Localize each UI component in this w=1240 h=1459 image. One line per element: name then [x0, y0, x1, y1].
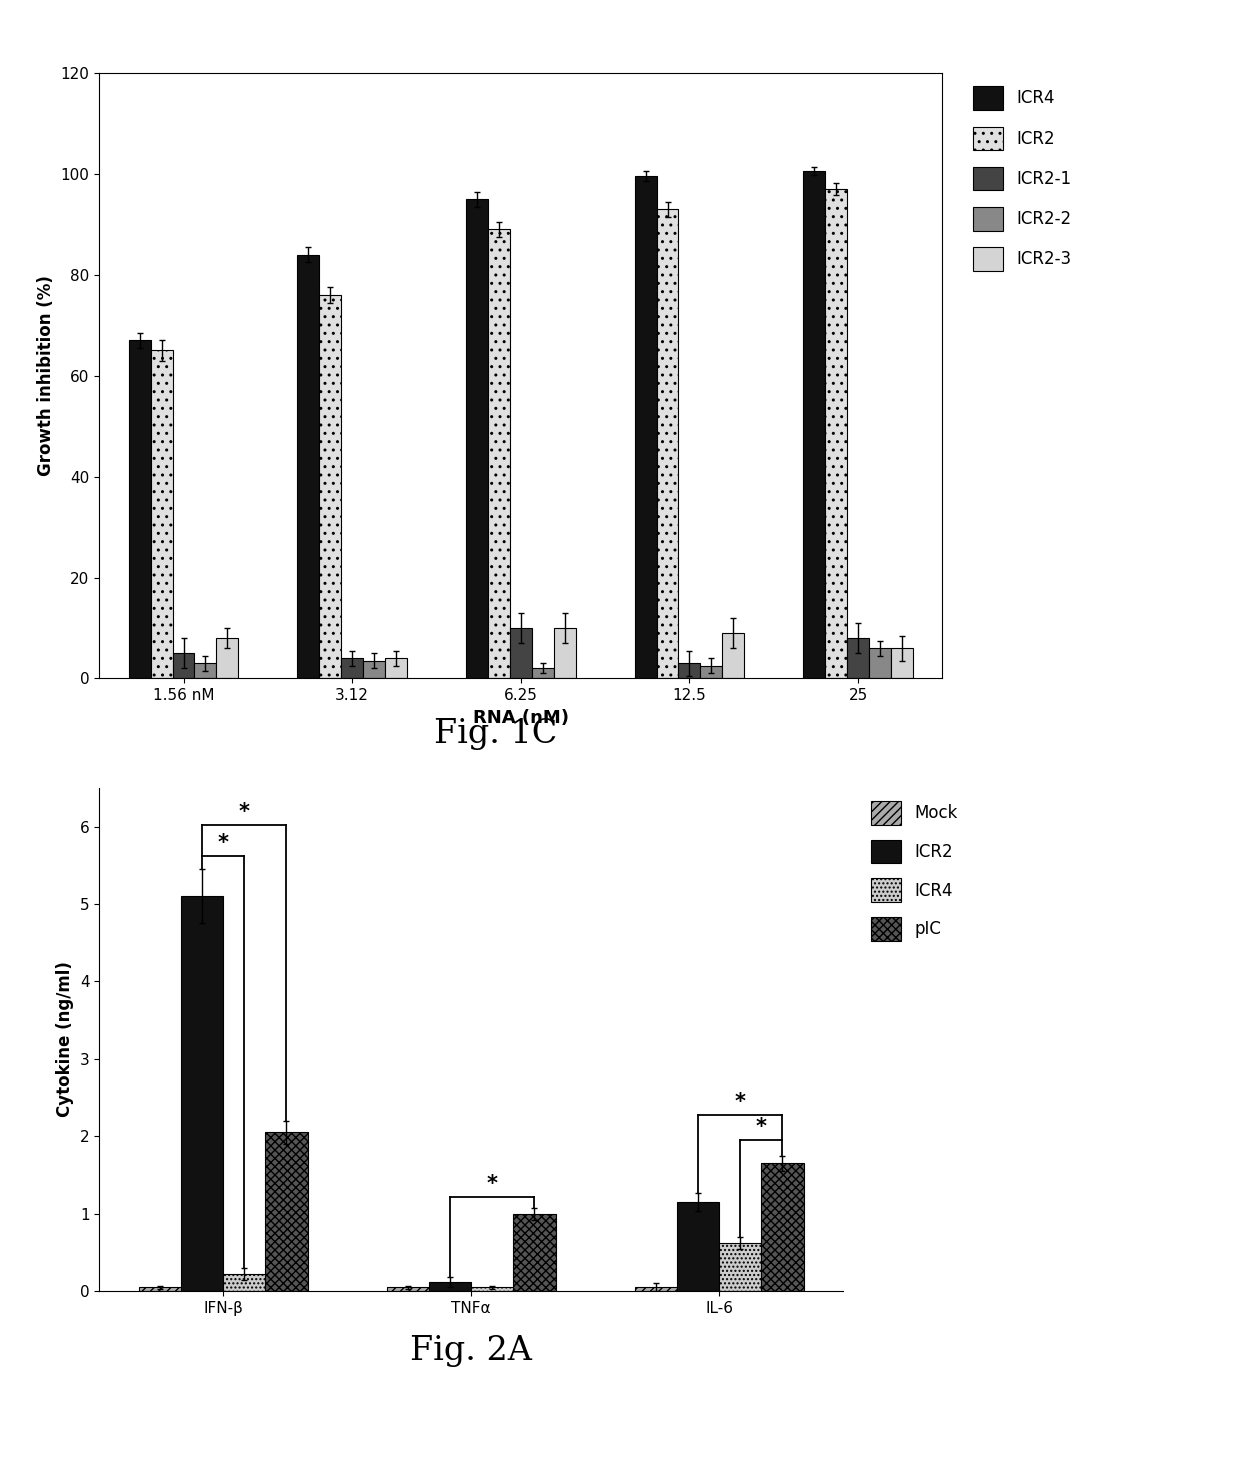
Bar: [466, 198, 487, 678]
Bar: [387, 1287, 429, 1291]
Text: Fig. 2A: Fig. 2A: [410, 1335, 532, 1367]
Bar: [869, 648, 892, 678]
Bar: [223, 1274, 265, 1291]
Bar: [656, 209, 678, 678]
Bar: [150, 350, 172, 678]
Bar: [701, 665, 723, 678]
Bar: [513, 1214, 556, 1291]
Bar: [386, 658, 407, 678]
Y-axis label: Growth inhibition (%): Growth inhibition (%): [37, 276, 55, 476]
Bar: [678, 664, 701, 678]
X-axis label: RNA (nM): RNA (nM): [472, 709, 569, 727]
Bar: [429, 1282, 471, 1291]
Text: *: *: [756, 1118, 766, 1137]
Bar: [723, 633, 744, 678]
Bar: [319, 295, 341, 678]
Bar: [804, 171, 825, 678]
Text: *: *: [239, 802, 249, 821]
Bar: [139, 1287, 181, 1291]
Bar: [510, 627, 532, 678]
Bar: [181, 896, 223, 1291]
Bar: [677, 1202, 719, 1291]
Bar: [217, 638, 238, 678]
Text: Fig. 1C: Fig. 1C: [434, 718, 558, 750]
Bar: [363, 661, 386, 678]
Bar: [487, 229, 510, 678]
Y-axis label: Cytokine (ng/ml): Cytokine (ng/ml): [56, 961, 74, 1118]
Bar: [172, 654, 195, 678]
Bar: [265, 1132, 308, 1291]
Text: *: *: [218, 833, 228, 854]
Bar: [825, 190, 847, 678]
Bar: [554, 627, 575, 678]
Bar: [635, 177, 656, 678]
Bar: [892, 648, 913, 678]
Bar: [635, 1287, 677, 1291]
Bar: [195, 664, 217, 678]
Bar: [847, 638, 869, 678]
Legend: ICR4, ICR2, ICR2-1, ICR2-2, ICR2-3: ICR4, ICR2, ICR2-1, ICR2-2, ICR2-3: [967, 82, 1076, 276]
Bar: [761, 1163, 804, 1291]
Bar: [298, 254, 319, 678]
Bar: [341, 658, 363, 678]
Legend: Mock, ICR2, ICR4, pIC: Mock, ICR2, ICR4, pIC: [867, 797, 963, 945]
Bar: [129, 340, 150, 678]
Bar: [471, 1287, 513, 1291]
Text: *: *: [487, 1173, 497, 1193]
Text: *: *: [735, 1091, 745, 1112]
Bar: [532, 668, 554, 678]
Bar: [719, 1243, 761, 1291]
